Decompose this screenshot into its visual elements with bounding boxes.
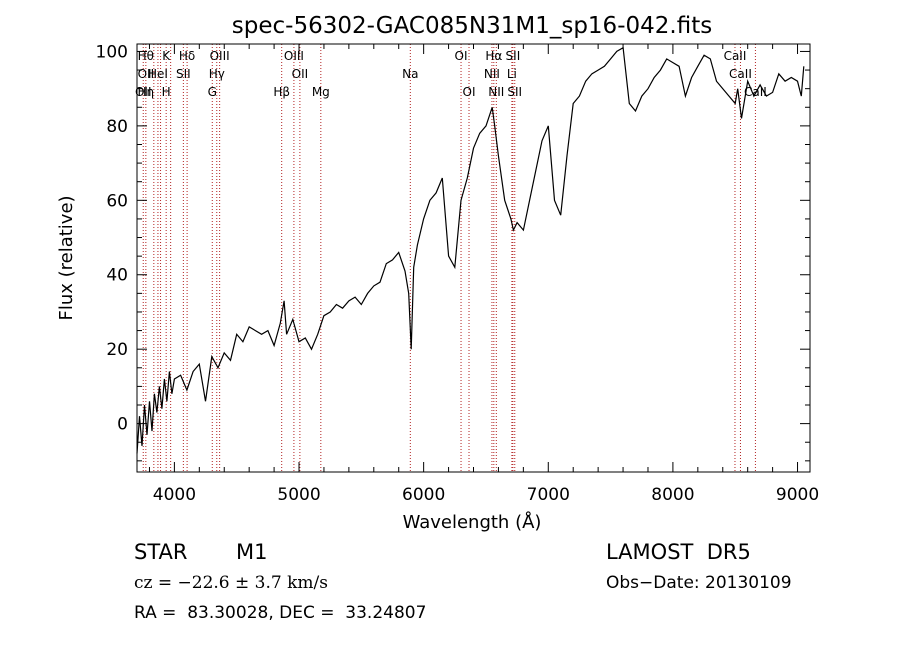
observation-date: Obs−Date: 20130109 xyxy=(606,573,792,593)
line-marker-label: OIII xyxy=(284,49,304,63)
line-marker-label: Na xyxy=(402,67,418,81)
line-marker-label: Hα xyxy=(485,49,502,63)
line-marker-label: CaII xyxy=(729,67,752,81)
x-axis-label: Wavelength (Å) xyxy=(403,511,542,533)
line-marker-label: SII xyxy=(176,67,191,81)
x-tick-label: 5000 xyxy=(277,485,320,505)
y-tick-label: 20 xyxy=(106,340,128,360)
spectrum-line xyxy=(136,46,805,454)
line-marker-label: G xyxy=(208,85,217,99)
x-tick-label: 9000 xyxy=(776,485,819,505)
line-marker-label: HeI xyxy=(148,67,168,81)
line-marker-label: H xyxy=(162,85,171,99)
line-marker-label: NII xyxy=(484,67,500,81)
x-tick-label: 8000 xyxy=(651,485,694,505)
survey-name: LAMOST DR5 xyxy=(606,540,751,564)
object-subclass: M1 xyxy=(236,540,268,564)
line-marker-labels: OIIHθOIIHηHeIKHSIIHδGHγOIIIHβOIIIOIIMgNa… xyxy=(135,49,767,99)
y-tick-label: 40 xyxy=(106,266,128,286)
y-tick-label: 0 xyxy=(117,415,128,435)
line-marker-label: OI xyxy=(463,85,476,99)
line-marker-label: CaII xyxy=(724,49,747,63)
line-marker-label: Hδ xyxy=(179,49,195,63)
x-tick-label: 7000 xyxy=(527,485,570,505)
plot-frame xyxy=(136,43,811,473)
line-marker-label: Hγ xyxy=(209,67,225,81)
y-tick-label: 100 xyxy=(96,42,128,62)
y-axis-label: Flux (relative) xyxy=(56,195,77,320)
line-marker-label: OIII xyxy=(210,49,230,63)
coordinates: RA = 83.30028, DEC = 33.24807 xyxy=(134,603,427,623)
redshift-velocity: cz = −22.6 ± 3.7 km/s xyxy=(134,573,328,593)
line-marker-label: K xyxy=(162,49,171,63)
line-marker-label: SII xyxy=(507,85,522,99)
line-marker-label: OII xyxy=(292,67,309,81)
line-marker-label: SII xyxy=(506,49,521,63)
x-tick-label: 4000 xyxy=(153,485,196,505)
object-class: STAR xyxy=(134,540,188,564)
line-markers xyxy=(142,44,756,472)
line-marker-label: NII xyxy=(488,85,504,99)
line-marker-label: Hβ xyxy=(273,85,290,99)
line-marker-label: Li xyxy=(507,67,517,81)
y-tick-label: 60 xyxy=(106,191,128,211)
line-marker-label: Mg xyxy=(312,85,330,99)
y-tick-label: 80 xyxy=(106,117,128,137)
axes: 4000 5000 6000 7000 8000 9000 0 20 40 60 80 100 xyxy=(96,42,820,505)
line-marker-label: Hθ xyxy=(138,49,154,63)
line-marker-label: OI xyxy=(455,49,468,63)
x-tick-label: 6000 xyxy=(402,485,445,505)
line-marker-label: CaII xyxy=(744,85,767,99)
line-marker-label: Hη xyxy=(138,85,155,99)
chart-title: spec-56302-GAC085N31M1_sp16-042.fits xyxy=(232,13,712,39)
